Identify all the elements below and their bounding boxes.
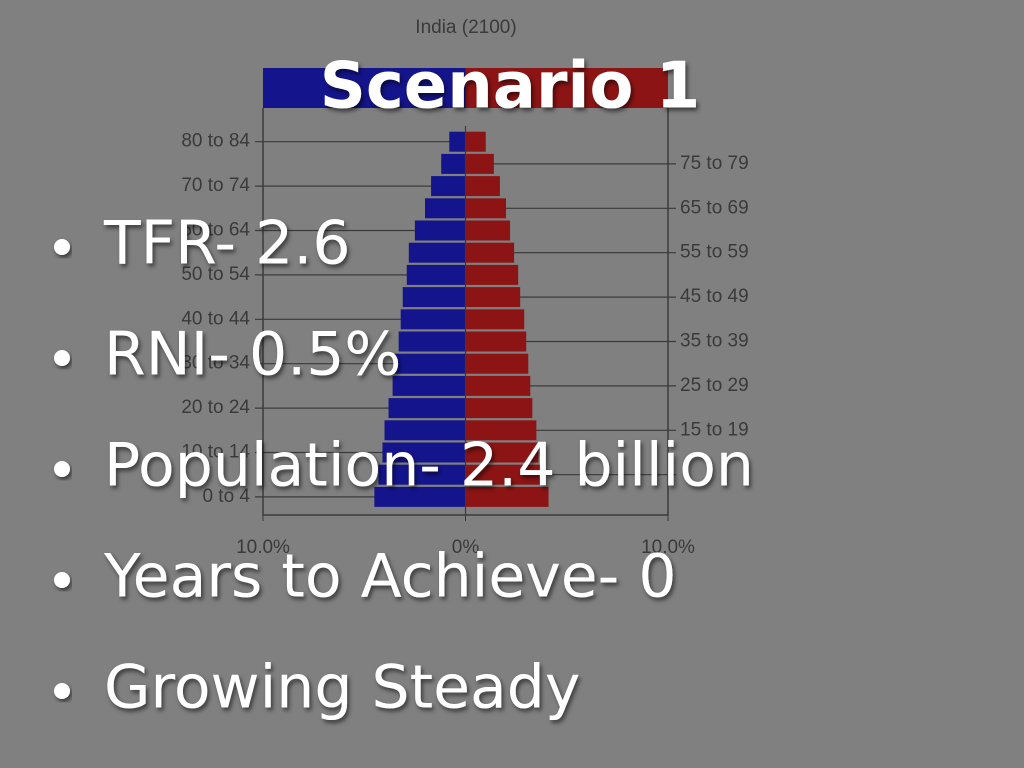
bullet-dot <box>54 461 70 477</box>
bar <box>465 353 529 374</box>
bullet-dot <box>54 572 70 588</box>
category-label: 50 to 54 <box>181 264 250 285</box>
bullet-dot <box>54 683 70 699</box>
category-label: 25 to 29 <box>680 375 749 396</box>
bar <box>465 309 525 330</box>
bar <box>465 264 519 285</box>
bar <box>384 420 466 441</box>
bullet-dot <box>54 239 70 255</box>
bar <box>465 464 541 485</box>
bar <box>465 420 537 441</box>
bar <box>441 153 466 174</box>
bar <box>408 242 466 263</box>
category-label: 0 to 4 <box>202 486 250 507</box>
category-label: 80 to 84 <box>181 131 250 152</box>
bar <box>425 198 466 219</box>
legend-swatch <box>263 68 466 108</box>
bar <box>465 242 515 263</box>
category-label: 60 to 64 <box>181 220 250 241</box>
category-label: 45 to 49 <box>680 286 749 307</box>
bullet-text: RNI- 0.5% <box>104 320 401 390</box>
slide-title: Scenario 1 <box>320 50 700 124</box>
category-label: 35 to 39 <box>680 331 749 352</box>
category-label: 65 to 69 <box>680 197 749 218</box>
bar <box>374 486 466 507</box>
bar <box>465 442 539 463</box>
bar <box>465 198 506 219</box>
bullet-dot <box>54 350 70 366</box>
bar <box>465 176 500 197</box>
bullet-text: Population- 2.4 billion <box>104 431 754 501</box>
bar <box>465 486 549 507</box>
bullet-text: TFR- 2.6 <box>103 209 351 279</box>
category-label: 40 to 44 <box>181 308 250 329</box>
bar <box>388 398 466 419</box>
category-label: 55 to 59 <box>680 242 749 263</box>
bar <box>392 375 466 396</box>
bar <box>465 131 486 152</box>
x-tick-label: 0% <box>452 537 480 558</box>
x-tick-label: 10.0% <box>641 537 695 558</box>
bar <box>402 287 466 308</box>
bar <box>465 398 533 419</box>
bar <box>465 153 494 174</box>
x-tick-label: 10.0% <box>236 537 290 558</box>
legend-swatch <box>465 68 668 108</box>
bar <box>400 309 466 330</box>
bullet-text: Growing Steady <box>104 653 580 723</box>
slide-text: Scenario 1 TFR- 2.6 RNI- 0.5% Population- … <box>54 50 754 723</box>
bar <box>394 353 466 374</box>
bar <box>382 442 466 463</box>
background-chart: India (2100) 0 to 4 10 to 14 15 to 19 20 to… <box>181 17 748 558</box>
category-label: 20 to 24 <box>181 397 250 418</box>
bar <box>406 264 466 285</box>
bullet-text: Years to Achieve- 0 <box>103 542 677 612</box>
bar <box>465 287 521 308</box>
bar <box>465 375 531 396</box>
bar <box>398 331 466 352</box>
bar <box>378 464 466 485</box>
category-label: 10 to 14 <box>181 442 250 463</box>
category-label: 15 to 19 <box>680 419 749 440</box>
category-label: 70 to 74 <box>181 175 250 196</box>
bar <box>414 220 466 241</box>
bar <box>449 131 466 152</box>
bar <box>431 176 466 197</box>
category-label: 75 to 79 <box>680 153 749 174</box>
chart-title: India (2100) <box>415 17 516 38</box>
bar <box>465 220 511 241</box>
bar <box>465 331 527 352</box>
category-label: 30 to 34 <box>181 353 250 374</box>
